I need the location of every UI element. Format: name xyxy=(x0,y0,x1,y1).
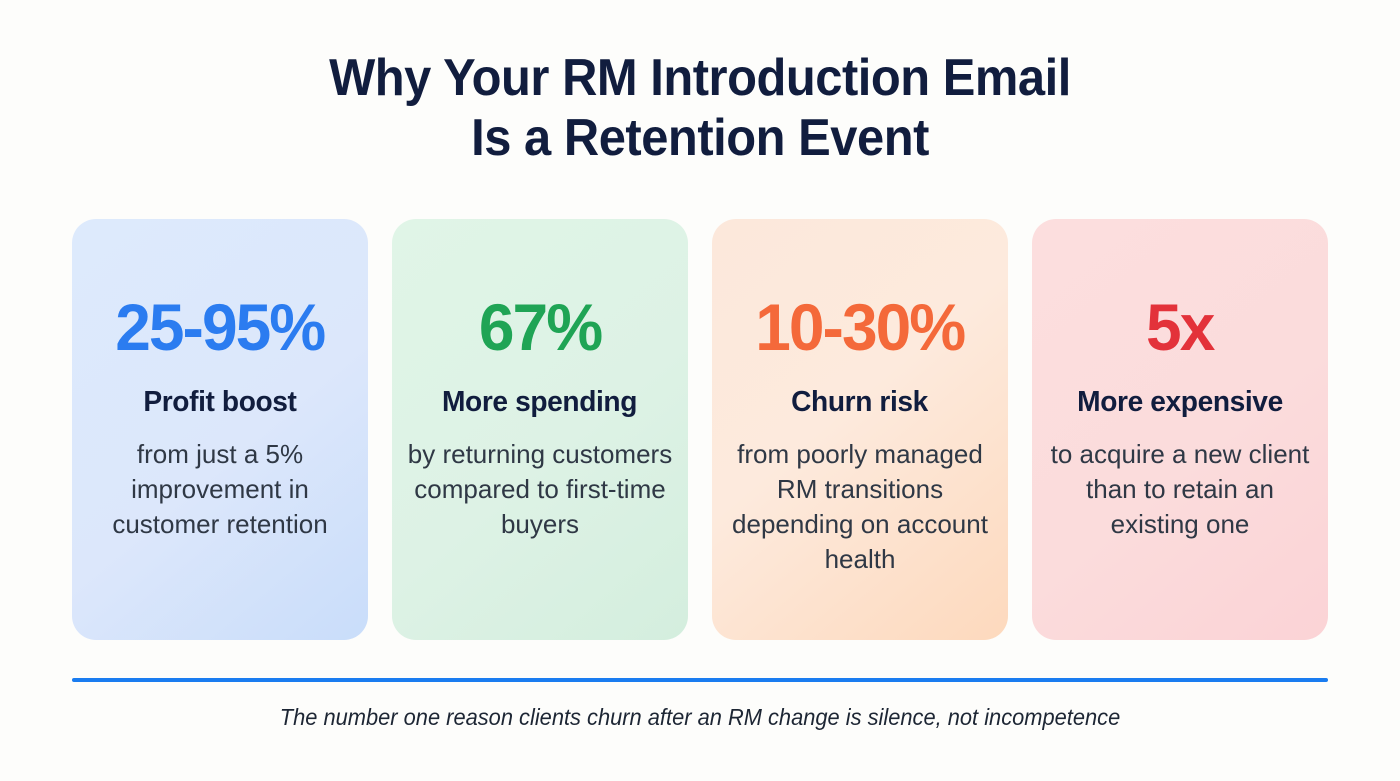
page-title-line-1: Why Your RM Introduction Email xyxy=(329,49,1071,107)
stat-card-list: 25-95% Profit boost from just a 5% impro… xyxy=(72,219,1328,640)
stat-value: 5x xyxy=(1146,290,1215,364)
stat-description: from poorly managed RM transitions depen… xyxy=(732,439,988,574)
stat-card-profit-boost: 25-95% Profit boost from just a 5% impro… xyxy=(72,219,368,640)
page-title: Why Your RM Introduction Email Is a Rete… xyxy=(42,48,1358,168)
stat-label: Profit boost xyxy=(143,386,297,418)
page-title-line-2: Is a Retention Event xyxy=(471,109,929,167)
stat-description: by returning customers compared to first… xyxy=(407,439,673,539)
stat-label: More expensive xyxy=(1077,386,1283,418)
stat-card-more-spending: 67% More spending by returning customers… xyxy=(392,219,688,640)
stat-card-churn-risk: 10-30% Churn risk from poorly managed RM… xyxy=(712,219,1008,640)
stat-value: 10-30% xyxy=(755,290,966,364)
stat-value: 67% xyxy=(478,290,603,364)
stat-card-more-expensive: 5x More expensive to acquire a new clien… xyxy=(1032,219,1328,640)
stat-label: More spending xyxy=(442,386,638,418)
footer-note: The number one reason clients churn afte… xyxy=(279,704,1121,730)
stat-label: Churn risk xyxy=(791,386,929,418)
stat-description: from just a 5% improvement in customer r… xyxy=(112,439,328,539)
footer-divider xyxy=(72,678,1328,682)
stat-value: 25-95% xyxy=(115,290,326,364)
stat-description: to acquire a new client than to retain a… xyxy=(1050,439,1310,539)
